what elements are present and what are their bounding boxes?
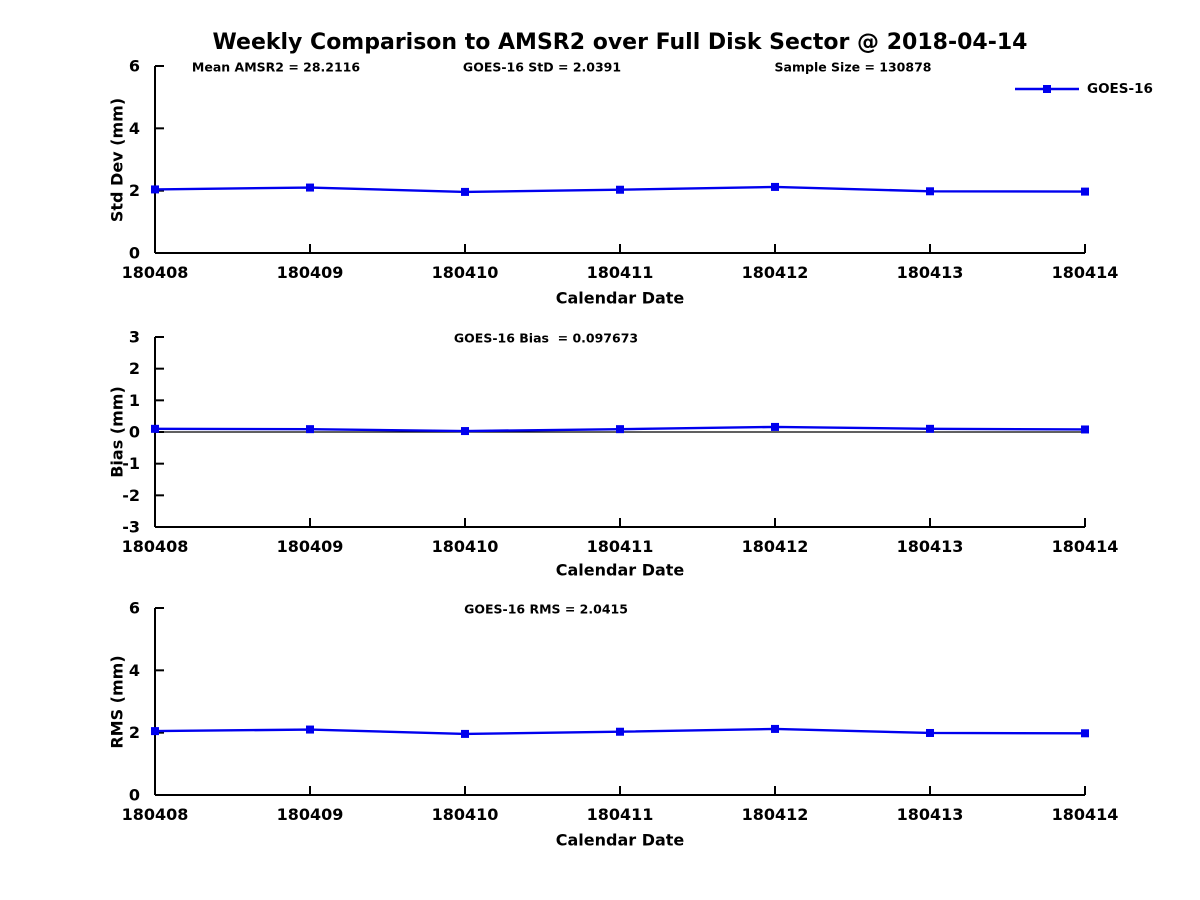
x-tick-label: 180412: [742, 805, 809, 824]
data-point-marker: [1081, 425, 1089, 434]
xlabel-calendar-date-3: Calendar Date: [555, 830, 685, 850]
legend-label: GOES-16: [1087, 81, 1153, 97]
data-point-marker: [926, 424, 934, 433]
x-tick-label: 180414: [1052, 263, 1119, 282]
x-tick-label: 180409: [277, 263, 344, 282]
x-tick-label: 180410: [432, 805, 499, 824]
xlabel-calendar-date-1: Calendar Date: [555, 288, 685, 308]
ylabel-std-dev: Std Dev (mm): [107, 97, 127, 223]
x-tick-label: 180408: [122, 805, 189, 824]
legend: GOES-16: [1014, 81, 1153, 97]
x-tick-label: 180413: [897, 805, 964, 824]
y-tick-label: 1: [129, 391, 140, 410]
x-tick-label: 180414: [1052, 805, 1119, 824]
data-point-marker: [461, 729, 469, 738]
x-tick-label: 180414: [1052, 537, 1119, 556]
data-point-marker: [151, 727, 159, 736]
data-point-marker: [461, 187, 469, 196]
y-tick-label: 2: [129, 181, 140, 200]
x-tick-label: 180410: [432, 263, 499, 282]
x-tick-label: 180411: [587, 263, 654, 282]
annotation-mean-amsr2: Mean AMSR2 = 28.2116: [191, 59, 361, 75]
y-tick-label: 3: [129, 328, 140, 347]
data-point-marker: [151, 424, 159, 433]
chart-title: Weekly Comparison to AMSR2 over Full Dis…: [212, 30, 1028, 55]
y-tick-label: 4: [129, 119, 140, 138]
y-tick-label: 2: [129, 723, 140, 742]
x-tick-label: 180409: [277, 537, 344, 556]
y-tick-label: 4: [129, 661, 140, 680]
data-point-marker: [926, 187, 934, 196]
y-tick-label: 6: [129, 57, 140, 76]
y-tick-label: 0: [129, 786, 140, 805]
data-point-marker: [151, 185, 159, 194]
y-tick-label: -2: [122, 486, 140, 505]
data-point-marker: [771, 422, 779, 431]
x-tick-label: 180411: [587, 537, 654, 556]
x-tick-label: 180413: [897, 537, 964, 556]
x-tick-label: 180412: [742, 263, 809, 282]
data-point-marker: [616, 185, 624, 194]
data-point-marker: [616, 425, 624, 434]
annotation-goes16-bias: GOES-16 Bias = 0.097673: [453, 330, 639, 346]
data-point-marker: [306, 725, 314, 734]
x-tick-label: 180412: [742, 537, 809, 556]
data-point-marker: [1081, 187, 1089, 196]
annotation-sample-size: Sample Size = 130878: [774, 59, 932, 75]
legend-line-marker-icon: [1015, 85, 1079, 93]
annotation-goes16-rms: GOES-16 RMS = 2.0415: [464, 601, 628, 617]
xlabel-calendar-date-2: Calendar Date: [555, 560, 685, 580]
data-point-marker: [926, 728, 934, 737]
data-point-marker: [1081, 729, 1089, 738]
ylabel-bias: Bias (mm): [107, 386, 127, 478]
y-tick-label: 0: [129, 244, 140, 263]
y-tick-label: 0: [129, 423, 140, 442]
x-tick-label: 180410: [432, 537, 499, 556]
data-point-marker: [771, 724, 779, 733]
y-tick-label: -3: [122, 518, 140, 537]
x-tick-label: 180408: [122, 537, 189, 556]
ylabel-rms: RMS (mm): [107, 655, 127, 749]
data-point-marker: [306, 183, 314, 192]
data-point-marker: [306, 425, 314, 434]
x-tick-label: 180408: [122, 263, 189, 282]
y-tick-label: 6: [129, 599, 140, 618]
y-tick-label: -1: [122, 454, 140, 473]
annotation-goes16-std: GOES-16 StD = 2.0391: [462, 59, 622, 75]
data-point-marker: [461, 427, 469, 436]
data-point-marker: [771, 182, 779, 191]
x-tick-label: 180411: [587, 805, 654, 824]
y-tick-label: 2: [129, 359, 140, 378]
data-point-marker: [616, 727, 624, 736]
x-tick-label: 180413: [897, 263, 964, 282]
x-tick-label: 180409: [277, 805, 344, 824]
